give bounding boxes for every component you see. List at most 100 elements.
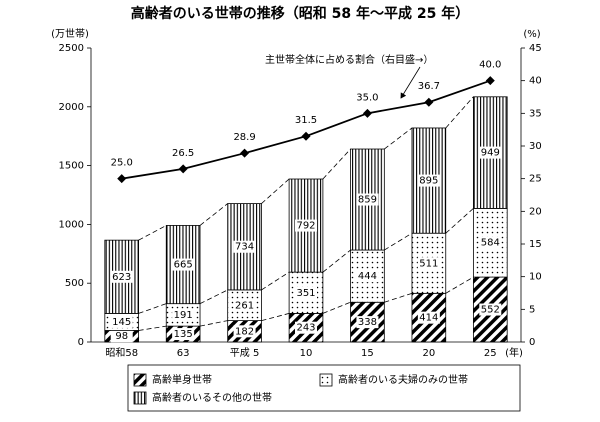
connector bbox=[322, 249, 351, 273]
connector bbox=[445, 208, 474, 234]
value-label-bg bbox=[479, 146, 502, 159]
value-label-bg bbox=[417, 257, 440, 270]
connector bbox=[384, 232, 413, 251]
value-label: 243 bbox=[296, 323, 315, 334]
y2-tick-label: 35 bbox=[529, 108, 542, 119]
value-label: 182 bbox=[235, 326, 254, 337]
value-label: 338 bbox=[358, 317, 377, 328]
y-tick-label: 2500 bbox=[59, 43, 84, 54]
value-label-bg bbox=[479, 303, 502, 316]
value-label: 414 bbox=[419, 313, 438, 324]
y2-tick-label: 20 bbox=[529, 206, 542, 217]
bar-segment bbox=[350, 148, 385, 251]
x-axis-label: (年) bbox=[505, 346, 523, 359]
value-label: 135 bbox=[174, 329, 193, 340]
connector bbox=[384, 127, 413, 150]
value-label-bg bbox=[233, 325, 256, 338]
line-marker bbox=[117, 174, 127, 184]
value-label: 859 bbox=[358, 195, 377, 206]
connector bbox=[138, 225, 167, 241]
line-value-label: 25.0 bbox=[111, 158, 133, 169]
value-label: 665 bbox=[174, 260, 193, 271]
line-value-label: 31.5 bbox=[295, 115, 317, 126]
legend-swatch bbox=[133, 391, 147, 405]
value-label: 261 bbox=[235, 300, 254, 311]
y-tick-label: 0 bbox=[78, 337, 84, 348]
legend-label: 高齢者のいる夫婦のみの世帯 bbox=[338, 373, 468, 386]
connector bbox=[322, 148, 351, 180]
value-label-bg bbox=[172, 328, 195, 341]
value-label: 552 bbox=[481, 305, 500, 316]
value-label: 623 bbox=[112, 272, 131, 283]
value-label-bg bbox=[110, 330, 133, 343]
x-tick-label: 15 bbox=[361, 348, 374, 359]
line-annotation: 主世帯全体に占める割合（右目盛→） bbox=[265, 53, 433, 66]
y-tick-label: 2000 bbox=[59, 102, 84, 113]
y-tick-label: 1500 bbox=[59, 161, 84, 172]
value-label: 734 bbox=[235, 242, 254, 253]
connector bbox=[138, 325, 167, 331]
line-value-label: 28.9 bbox=[233, 132, 255, 143]
y2-axis-label: (%) bbox=[523, 29, 540, 40]
line-marker bbox=[424, 97, 434, 107]
value-label-bg bbox=[356, 316, 379, 329]
value-label-bg bbox=[172, 258, 195, 271]
connector bbox=[261, 178, 290, 204]
connector bbox=[261, 271, 290, 291]
y2-tick-label: 25 bbox=[529, 174, 542, 185]
value-label: 444 bbox=[358, 271, 377, 282]
y2-tick-label: 0 bbox=[529, 337, 535, 348]
value-label: 584 bbox=[481, 238, 500, 249]
value-label-bg bbox=[110, 270, 133, 283]
line-value-label: 36.7 bbox=[418, 81, 440, 92]
value-label: 98 bbox=[115, 331, 128, 342]
value-label: 511 bbox=[419, 258, 438, 269]
line-marker bbox=[178, 164, 188, 174]
value-label-bg bbox=[172, 308, 195, 321]
y-tick-label: 500 bbox=[65, 278, 84, 289]
legend-swatch bbox=[319, 373, 333, 387]
connector bbox=[138, 303, 167, 314]
x-tick-label: 20 bbox=[422, 348, 435, 359]
value-label: 792 bbox=[296, 221, 315, 232]
value-label: 949 bbox=[481, 148, 500, 159]
value-label-bg bbox=[479, 236, 502, 249]
line-marker bbox=[301, 131, 311, 141]
line-marker bbox=[362, 108, 372, 118]
value-label: 351 bbox=[296, 288, 315, 299]
value-label: 191 bbox=[174, 310, 193, 321]
connector bbox=[199, 289, 228, 305]
value-label-bg bbox=[295, 321, 317, 334]
x-tick-label: 昭和58 bbox=[105, 347, 138, 359]
y-tick-label: 1000 bbox=[59, 219, 84, 230]
line-marker bbox=[485, 76, 495, 86]
line-value-label: 40.0 bbox=[479, 60, 501, 71]
connector bbox=[445, 276, 474, 294]
value-label-bg bbox=[110, 315, 133, 328]
connector bbox=[384, 292, 413, 303]
value-label-bg bbox=[356, 270, 379, 283]
y2-tick-label: 10 bbox=[529, 272, 542, 283]
y2-tick-label: 5 bbox=[529, 304, 535, 315]
connector bbox=[322, 301, 351, 314]
line-value-label: 35.0 bbox=[356, 92, 378, 103]
legend-box bbox=[127, 364, 521, 412]
value-label-bg bbox=[233, 299, 256, 312]
x-tick-label: 25 bbox=[484, 348, 497, 359]
y2-tick-label: 30 bbox=[529, 141, 542, 152]
x-tick-label: 10 bbox=[300, 348, 313, 359]
value-label-bg bbox=[233, 240, 256, 253]
value-label-bg bbox=[417, 174, 440, 187]
x-tick-label: 63 bbox=[177, 348, 190, 359]
line-value-label: 26.5 bbox=[172, 148, 194, 159]
y-axis-label: (万世帯) bbox=[51, 27, 89, 40]
value-label: 895 bbox=[419, 176, 438, 187]
line-marker bbox=[240, 148, 250, 158]
connector bbox=[445, 96, 474, 129]
connector bbox=[261, 313, 290, 321]
legend-label: 高齢単身世帯 bbox=[152, 373, 212, 386]
legend-swatch bbox=[133, 373, 147, 387]
value-label: 145 bbox=[112, 317, 131, 328]
value-label-bg bbox=[417, 311, 440, 324]
